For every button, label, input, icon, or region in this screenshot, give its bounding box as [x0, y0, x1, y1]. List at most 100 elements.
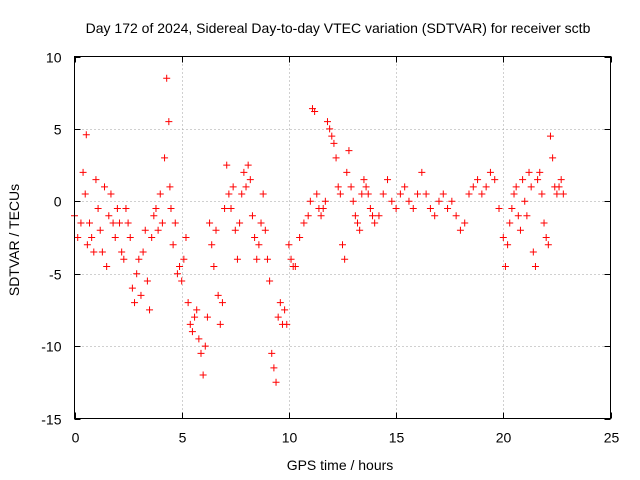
data-point: [343, 168, 351, 176]
data-point: [501, 262, 509, 270]
data-point: [259, 190, 267, 198]
data-point: [105, 212, 113, 220]
data-point: [165, 118, 173, 126]
data-point: [233, 255, 241, 263]
data-point: [124, 219, 132, 227]
x-tick-label: 10: [282, 430, 298, 446]
data-point: [229, 183, 237, 191]
data-point: [529, 248, 537, 256]
data-point: [161, 154, 169, 162]
data-point: [536, 168, 544, 176]
y-tick-label: 5: [54, 122, 62, 138]
data-point: [182, 234, 190, 241]
data-point: [180, 255, 188, 263]
data-point: [169, 241, 177, 249]
data-point: [148, 234, 156, 241]
data-point: [111, 234, 119, 241]
data-point: [409, 205, 417, 213]
data-point: [193, 306, 201, 314]
data-point: [166, 183, 174, 191]
data-point: [206, 219, 214, 227]
data-point: [270, 364, 278, 372]
data-point: [291, 262, 299, 270]
data-point: [317, 212, 325, 220]
data-point: [362, 183, 370, 191]
data-point: [341, 255, 349, 263]
data-point: [203, 313, 211, 321]
data-point: [287, 255, 295, 263]
data-point: [141, 226, 149, 234]
data-point: [266, 277, 274, 285]
data-point: [516, 226, 524, 234]
data-point: [216, 320, 224, 328]
data-point: [384, 176, 392, 184]
data-point: [116, 219, 124, 227]
data-point: [133, 270, 141, 278]
data-point: [199, 371, 207, 379]
data-point: [474, 176, 482, 184]
data-point: [255, 241, 263, 249]
x-tick-labels: 0 5 10 15 20 25: [72, 430, 620, 446]
data-point: [319, 205, 327, 213]
data-point: [388, 197, 396, 205]
data-point: [396, 190, 404, 198]
data-point: [135, 255, 143, 263]
data-point: [74, 234, 82, 241]
data-point: [81, 190, 89, 198]
data-point: [88, 234, 96, 241]
data-point: [281, 306, 289, 314]
data-point: [257, 219, 265, 227]
data-point: [401, 183, 409, 191]
data-point: [495, 205, 503, 213]
y-tick-label: 0: [54, 194, 62, 210]
data-point: [227, 205, 235, 213]
data-point: [414, 190, 422, 198]
data-point: [514, 212, 522, 220]
data-point: [313, 190, 321, 198]
data-point: [431, 212, 439, 220]
data-point: [444, 205, 452, 213]
data-point: [392, 205, 400, 213]
data-point: [371, 219, 379, 227]
y-axis-label: SDTVAR / TECUs: [6, 184, 22, 296]
data-point: [326, 125, 334, 133]
data-point: [557, 176, 565, 184]
data-point: [360, 176, 368, 184]
data-point: [83, 241, 91, 249]
data-point: [531, 262, 539, 270]
data-point: [231, 226, 239, 234]
data-point: [435, 197, 443, 205]
data-point: [456, 226, 464, 234]
x-tick-label: 25: [604, 430, 620, 446]
data-point: [349, 197, 357, 205]
y-tick-label: -15: [41, 412, 61, 428]
data-point: [77, 219, 85, 227]
x-axis-label: GPS time / hours: [287, 457, 394, 473]
data-point: [555, 183, 563, 191]
data-point: [261, 226, 269, 234]
data-points: [71, 74, 567, 386]
data-point: [534, 176, 542, 184]
data-point: [354, 219, 362, 227]
data-point: [122, 205, 130, 213]
data-point: [304, 212, 312, 220]
data-point: [120, 255, 128, 263]
data-point: [283, 320, 291, 328]
data-point: [158, 219, 166, 227]
data-point: [218, 299, 226, 307]
data-point: [107, 190, 115, 198]
data-point: [379, 190, 387, 198]
y-tick-label: 10: [46, 50, 62, 66]
data-point: [538, 190, 546, 198]
data-point: [306, 197, 314, 205]
data-point: [366, 205, 374, 213]
data-point: [478, 190, 486, 198]
data-point: [186, 320, 194, 328]
data-point: [311, 108, 319, 116]
data-point: [276, 299, 284, 307]
data-point: [96, 226, 104, 234]
data-point: [418, 168, 426, 176]
data-point: [146, 306, 154, 314]
data-point: [465, 190, 473, 198]
